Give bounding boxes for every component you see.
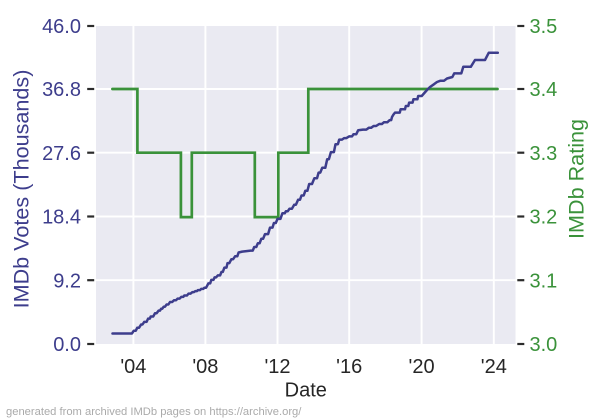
svg-text:IMDb Votes (Thousands): IMDb Votes (Thousands): [9, 70, 34, 309]
svg-text:Date: Date: [285, 380, 327, 402]
svg-text:3.5: 3.5: [530, 16, 558, 38]
svg-text:'04: '04: [120, 356, 146, 378]
svg-text:3.4: 3.4: [530, 79, 558, 101]
svg-text:9.2: 9.2: [53, 270, 81, 292]
svg-text:46.0: 46.0: [42, 16, 81, 38]
svg-text:27.6: 27.6: [42, 143, 81, 165]
svg-text:'08: '08: [192, 356, 218, 378]
svg-text:18.4: 18.4: [42, 207, 81, 229]
svg-text:3.3: 3.3: [530, 143, 558, 165]
svg-text:IMDb Rating: IMDb Rating: [564, 119, 589, 239]
svg-text:'16: '16: [336, 356, 362, 378]
svg-text:'24: '24: [481, 356, 507, 378]
svg-text:0.0: 0.0: [53, 334, 81, 356]
svg-text:3.1: 3.1: [530, 270, 558, 292]
svg-text:3.2: 3.2: [530, 207, 558, 229]
svg-text:'20: '20: [409, 356, 435, 378]
svg-text:'12: '12: [264, 356, 290, 378]
svg-text:3.0: 3.0: [530, 334, 558, 356]
svg-text:generated from archived IMDb p: generated from archived IMDb pages on ht…: [6, 406, 302, 418]
svg-text:36.8: 36.8: [42, 79, 81, 101]
